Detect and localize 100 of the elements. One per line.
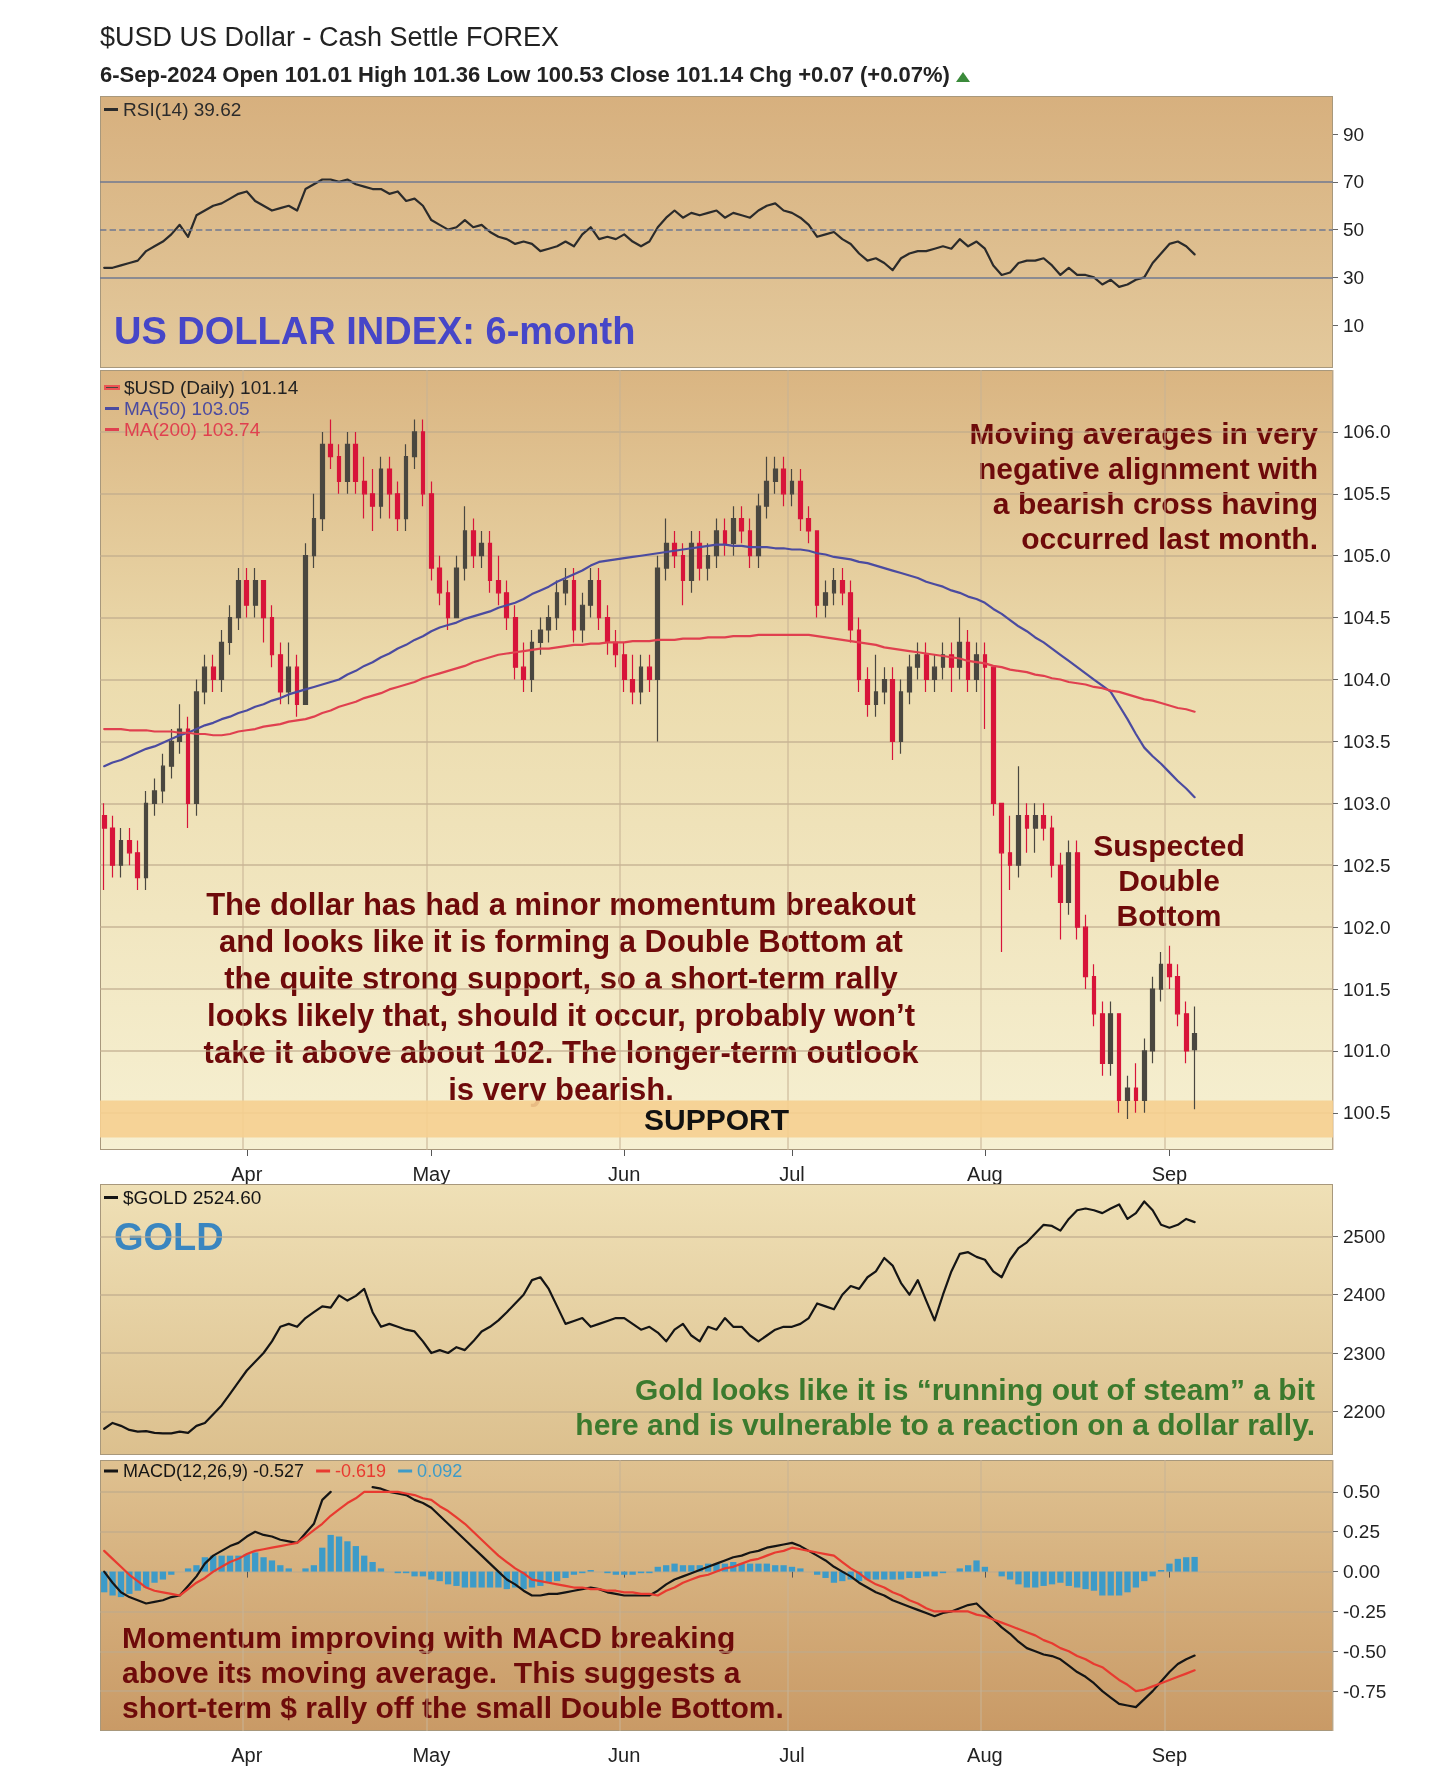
chart-subtitle: 6-Sep-2024 Open 101.01 High 101.36 Low 100.53 Close 101.14 Chg +0.07 (+0.07%) [100, 62, 951, 88]
candlestick [512, 604, 519, 681]
candlestick [612, 629, 619, 668]
candlestick [822, 579, 829, 619]
bar [1166, 1563, 1173, 1572]
candlestick [923, 641, 930, 693]
bar [679, 1565, 687, 1572]
y-tick-label: -0.50 [1343, 1640, 1387, 1662]
candlestick [243, 567, 250, 619]
bar [159, 1571, 167, 1580]
x-tick-label: Jul [779, 1163, 805, 1185]
bar [168, 1571, 175, 1575]
candlestick [814, 530, 820, 619]
candlestick [319, 431, 326, 532]
candlestick [1065, 839, 1072, 916]
bar [453, 1571, 460, 1586]
bar [461, 1571, 469, 1588]
candlestick [1040, 802, 1047, 842]
candlestick [352, 431, 359, 495]
y-tick-label: 101.5 [1343, 978, 1391, 1000]
candlestick [864, 666, 871, 718]
x-tick-label: Jun [608, 1163, 641, 1185]
bar [872, 1571, 880, 1580]
bar [1132, 1571, 1140, 1588]
candlestick [126, 827, 133, 866]
bar [671, 1563, 678, 1572]
y-tick-label: 2200 [1343, 1400, 1386, 1422]
candlestick [1099, 1000, 1106, 1077]
bar [411, 1571, 418, 1577]
bar [931, 1571, 938, 1577]
candlestick [378, 456, 384, 520]
bar [629, 1571, 636, 1575]
bar [1124, 1571, 1131, 1593]
candlestick [965, 629, 971, 693]
bar [956, 1568, 963, 1572]
candlestick [554, 579, 560, 631]
candlestick [168, 728, 175, 780]
y-tick-label: 100.5 [1343, 1102, 1391, 1124]
candlestick [503, 579, 510, 631]
candlestick [361, 456, 368, 520]
candlestick [906, 654, 913, 705]
bar [151, 1571, 158, 1583]
x-tick-label: Sep [1151, 1163, 1188, 1185]
bar [495, 1571, 502, 1588]
y-tick-label: 106.0 [1343, 421, 1391, 443]
bar [1032, 1571, 1039, 1588]
y-tick-label: 0.25 [1343, 1521, 1380, 1543]
x-tick-label: Sep [1151, 1744, 1188, 1766]
candlestick [763, 456, 770, 520]
bar [1115, 1571, 1123, 1596]
candlestick [529, 629, 535, 693]
candlestick [436, 555, 443, 606]
y-tick-label: 10 [1343, 314, 1365, 336]
x-tick-label: Jun [608, 1744, 641, 1766]
candlestick [403, 443, 409, 532]
candlestick [252, 567, 259, 619]
legend-label: RSI(14) 39.62 [123, 99, 242, 120]
candlestick [629, 654, 636, 705]
candlestick [1015, 765, 1022, 879]
bar [755, 1563, 762, 1572]
y-tick-label: -0.25 [1343, 1600, 1387, 1622]
bar [352, 1546, 359, 1572]
candlestick [889, 666, 896, 761]
bar [553, 1571, 561, 1582]
candlestick [881, 666, 888, 705]
y-tick-label: 90 [1343, 123, 1365, 145]
candlestick [1166, 945, 1173, 990]
bar [621, 1571, 628, 1575]
candlestick [218, 629, 225, 693]
bar [797, 1568, 804, 1572]
bar [1099, 1571, 1106, 1596]
bar [570, 1571, 578, 1575]
candlestick [386, 456, 393, 520]
y-tick-label: 2300 [1343, 1342, 1386, 1364]
y-tick-label: 102.0 [1343, 916, 1391, 938]
bar [285, 1568, 292, 1572]
bar [1174, 1558, 1181, 1572]
candlestick [604, 604, 611, 656]
candlestick [327, 418, 334, 470]
bar [277, 1565, 284, 1572]
candlestick [201, 654, 208, 705]
candlestick [420, 418, 426, 507]
y-tick-label: 104.0 [1343, 669, 1391, 691]
legend-label: MA(50) 103.05 [124, 398, 250, 419]
candlestick [1032, 802, 1039, 854]
x-tick-label: Jul [779, 1744, 805, 1766]
candlestick [1174, 963, 1181, 1027]
bar [964, 1565, 972, 1572]
bar [780, 1565, 787, 1572]
x-tick-label: Apr [231, 1744, 263, 1766]
bar [654, 1566, 661, 1572]
bar [746, 1563, 754, 1572]
candlestick [1116, 1013, 1122, 1114]
candlestick [571, 567, 577, 643]
candlestick [696, 530, 703, 582]
candlestick [898, 678, 904, 755]
candlestick [260, 579, 267, 643]
y-tick-label: 101.0 [1343, 1040, 1391, 1062]
candlestick [369, 468, 376, 532]
bar [302, 1568, 309, 1572]
